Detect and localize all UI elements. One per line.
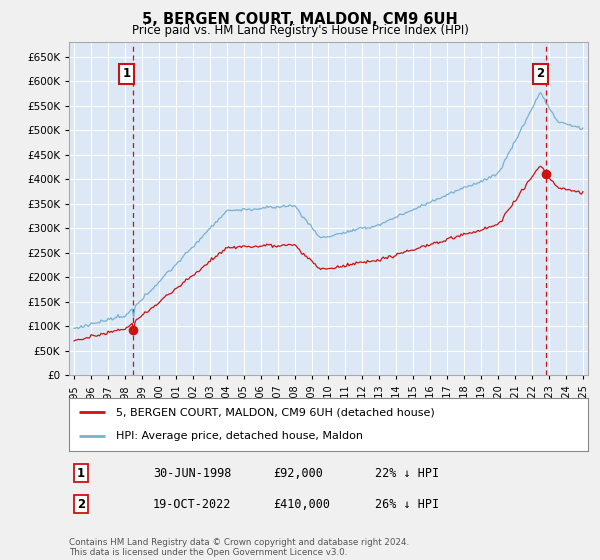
Text: 2: 2 [536,67,545,80]
Text: 2: 2 [77,497,85,511]
Text: 5, BERGEN COURT, MALDON, CM9 6UH: 5, BERGEN COURT, MALDON, CM9 6UH [142,12,458,27]
Text: £410,000: £410,000 [273,497,330,511]
Text: 26% ↓ HPI: 26% ↓ HPI [375,497,439,511]
Text: 19-OCT-2022: 19-OCT-2022 [153,497,232,511]
Text: 22% ↓ HPI: 22% ↓ HPI [375,466,439,480]
Text: £92,000: £92,000 [273,466,323,480]
Text: 5, BERGEN COURT, MALDON, CM9 6UH (detached house): 5, BERGEN COURT, MALDON, CM9 6UH (detach… [116,408,434,418]
Text: Price paid vs. HM Land Registry's House Price Index (HPI): Price paid vs. HM Land Registry's House … [131,24,469,36]
Text: 1: 1 [77,466,85,480]
Text: 1: 1 [122,67,131,80]
Text: Contains HM Land Registry data © Crown copyright and database right 2024.
This d: Contains HM Land Registry data © Crown c… [69,538,409,557]
Text: HPI: Average price, detached house, Maldon: HPI: Average price, detached house, Mald… [116,431,363,441]
Text: 30-JUN-1998: 30-JUN-1998 [153,466,232,480]
